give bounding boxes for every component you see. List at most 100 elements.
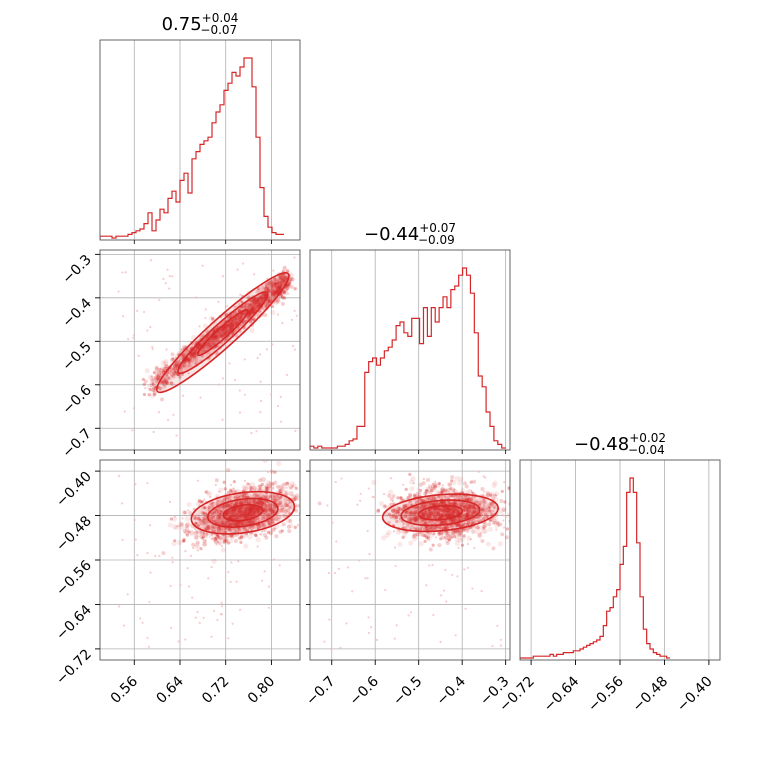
density-cell [235, 512, 240, 516]
scatter-point [215, 543, 218, 546]
density-cell [151, 388, 156, 393]
scatter-point [238, 500, 242, 503]
density-cell [273, 282, 280, 288]
scatter-point [423, 535, 427, 538]
scatter-point [162, 367, 166, 370]
density-cell [230, 325, 235, 330]
density-cell [280, 273, 287, 279]
density-cell [227, 538, 234, 544]
scatter-point [476, 524, 479, 528]
density-cell [261, 283, 267, 290]
density-cell [182, 529, 187, 534]
density-cell [247, 514, 252, 519]
density-cell [225, 522, 231, 528]
x-tick-label: −0.40 [674, 674, 716, 716]
density-cell [231, 527, 237, 533]
density-cell [254, 493, 261, 499]
density-cell [389, 497, 394, 502]
scatter-point [267, 287, 270, 290]
density-cell [172, 363, 179, 369]
density-cell [267, 529, 274, 535]
scatter-point [121, 271, 124, 274]
scatter-point [285, 373, 289, 376]
scatter-point [384, 588, 387, 592]
density-cell [240, 507, 246, 513]
density-cell [228, 513, 234, 519]
density-cell [199, 500, 204, 504]
density-cell [195, 540, 200, 545]
scatter-point [267, 585, 271, 588]
density-cell [148, 387, 152, 392]
scatter-point [132, 334, 135, 337]
density-cell [224, 324, 230, 330]
grid [100, 460, 300, 660]
density-cell [455, 509, 461, 515]
scatter-point [202, 512, 205, 515]
scatter-point [264, 503, 267, 506]
density-cell [480, 486, 485, 491]
density-cell [477, 532, 482, 537]
density-cell [248, 526, 252, 530]
density-cell [292, 495, 297, 500]
density-cell [155, 375, 161, 381]
density-cell [259, 501, 264, 506]
density-cell [228, 528, 233, 533]
density-cell [262, 523, 267, 528]
scatter-point [257, 510, 260, 513]
scatter-point [450, 520, 454, 523]
y-tick-label: −0.7 [59, 426, 94, 461]
density-cell [217, 515, 222, 520]
density-cell [170, 352, 175, 357]
scatter-point [227, 326, 230, 329]
x-tick-label: −0.48 [630, 674, 672, 716]
density-cell [269, 482, 275, 488]
scatter-point [294, 287, 297, 290]
scatter-point [439, 640, 442, 644]
scatter-point [277, 297, 280, 300]
density-cell [234, 501, 239, 506]
scatter-point [199, 396, 202, 399]
density-cell [265, 486, 270, 491]
scatter-point [351, 590, 354, 593]
scatter-point [503, 480, 506, 484]
density-cell [259, 499, 265, 506]
density-cell [264, 504, 268, 508]
density-cell [268, 503, 273, 508]
density-cell [266, 288, 273, 294]
density-cell [149, 393, 156, 399]
density-cell [193, 349, 198, 354]
density-cell [254, 302, 260, 308]
scatter-point [439, 508, 442, 511]
density-cell [286, 524, 291, 529]
scatter-point [280, 282, 283, 285]
density-cell [266, 507, 272, 513]
scatter-point [392, 513, 395, 516]
density-cell [183, 510, 188, 515]
density-cell [185, 348, 190, 353]
density-cell [245, 510, 251, 516]
density-cell [238, 512, 243, 517]
density-cell [190, 354, 194, 359]
density-cell [174, 370, 178, 375]
density-cell [176, 540, 183, 546]
density-cell [255, 303, 260, 308]
density-cell [174, 362, 179, 367]
density-cell [251, 520, 256, 525]
density-cell [256, 301, 262, 307]
density-cell [205, 342, 212, 348]
density-cell [214, 519, 220, 525]
density-cell [279, 495, 283, 499]
scatter-point [221, 605, 224, 608]
density-cell [212, 519, 216, 523]
scatter-point [117, 474, 120, 477]
density-cell [457, 537, 463, 544]
density-cell [446, 482, 452, 488]
density-cell [285, 504, 289, 508]
scatter-point [461, 513, 465, 516]
density-cell [247, 312, 252, 317]
density-cell [275, 286, 281, 292]
scatter-point [187, 585, 191, 588]
scatter-point [237, 560, 240, 563]
density-cell [264, 486, 269, 490]
density-cell [225, 511, 230, 516]
